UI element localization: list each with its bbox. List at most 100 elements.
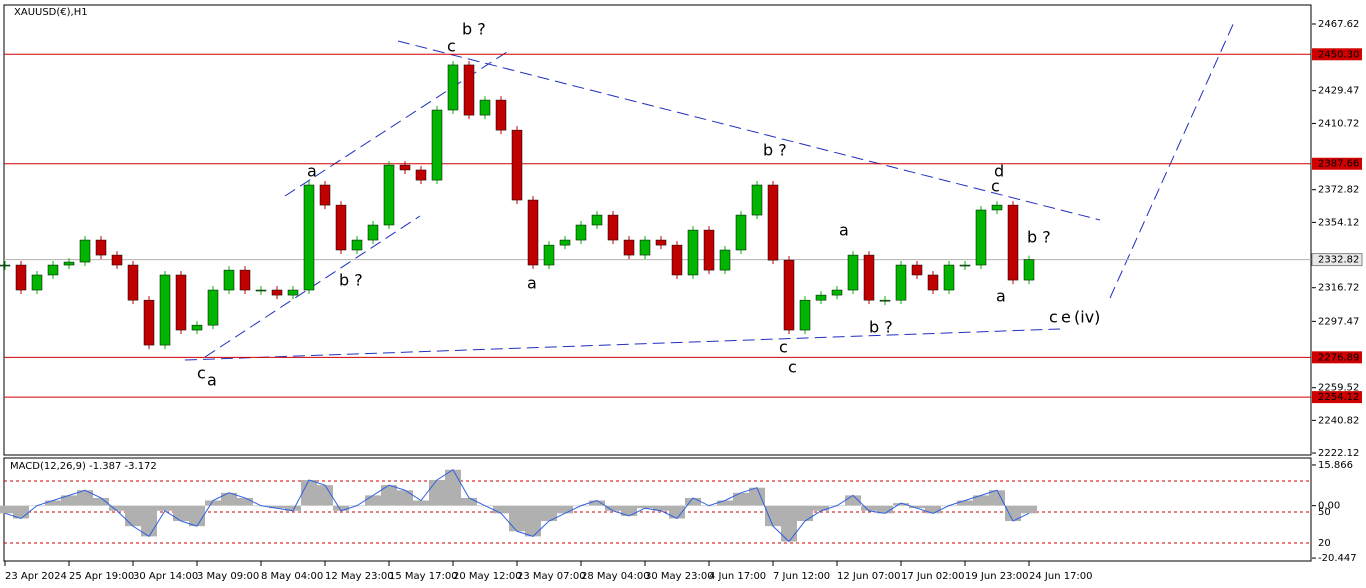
- candle: [47, 264, 59, 276]
- candle: [271, 289, 283, 296]
- macd-bar: [205, 500, 221, 506]
- candle: [623, 239, 635, 256]
- macd-bar: [493, 505, 509, 514]
- level-label: 2254.12: [1318, 392, 1359, 403]
- trendline: [397, 40, 1101, 221]
- macd-bar: [125, 505, 141, 527]
- y-tick-label: 2222.12: [1318, 448, 1359, 459]
- level-label: 20: [1318, 538, 1331, 549]
- x-tick-label: 23 May 07:00: [517, 571, 586, 582]
- macd-title: MACD(12,26,9) -1.387 -3.172: [10, 461, 157, 472]
- candle: [191, 324, 203, 331]
- level-box: [1312, 351, 1362, 364]
- candle: [351, 239, 363, 251]
- y-tick-label: 2316.72: [1318, 283, 1359, 294]
- macd-bar: [525, 505, 541, 537]
- candle: [975, 209, 987, 266]
- candle: [991, 204, 1003, 211]
- wave-label: c: [1049, 308, 1058, 327]
- candle: [223, 269, 235, 291]
- y-tick-label: 2240.82: [1318, 415, 1359, 426]
- candle: [95, 239, 107, 256]
- macd-bar: [797, 505, 813, 522]
- macd-bar: [93, 497, 109, 506]
- macd-bar: [173, 505, 189, 522]
- macd-y-tick-label: 0.00: [1318, 501, 1340, 512]
- macd-bar: [109, 505, 125, 511]
- x-tick-label: 3 May 09:00: [197, 571, 259, 582]
- macd-line: [4, 469, 1030, 543]
- symbol-title: XAUUSD(€),H1: [14, 7, 88, 18]
- macd-bar: [589, 500, 605, 506]
- x-tick-label: 17 Jun 02:00: [901, 571, 965, 582]
- candle: [911, 264, 923, 276]
- x-tick-label: 4 Jun 17:00: [709, 571, 766, 582]
- macd-bar: [781, 505, 797, 542]
- wave-label: d: [994, 162, 1004, 181]
- macd-bar: [685, 497, 701, 506]
- candle: [1007, 204, 1019, 281]
- macd-bar: [285, 505, 301, 511]
- y-tick-label: 2410.72: [1318, 118, 1359, 129]
- y-tick-label: 2297.47: [1318, 316, 1359, 327]
- y-tick-label: 2467.62: [1318, 19, 1359, 30]
- candle: [1023, 259, 1035, 281]
- candle: [63, 261, 75, 266]
- candle: [239, 269, 251, 291]
- candle: [927, 274, 939, 291]
- macd-bar: [141, 505, 157, 537]
- x-tick-label: 19 Jun 23:00: [965, 571, 1029, 582]
- macd-bar: [1005, 505, 1021, 522]
- candle: [543, 244, 555, 266]
- candle: [879, 299, 891, 302]
- candle: [591, 214, 603, 226]
- candle: [287, 289, 299, 296]
- candle: [0, 264, 11, 267]
- macd-bar: [557, 505, 573, 514]
- macd-y-tick-label: -20.447: [1318, 553, 1357, 564]
- macd-bar: [413, 500, 429, 506]
- wave-label: a: [996, 287, 1006, 306]
- macd-bar: [333, 505, 349, 511]
- x-tick-label: 23 Apr 2024: [5, 571, 67, 582]
- candle: [15, 264, 27, 291]
- candle: [959, 264, 971, 267]
- candle: [815, 294, 827, 301]
- macd-bar: [77, 490, 93, 506]
- x-tick-label: 25 Apr 19:00: [69, 571, 134, 582]
- x-tick-label: 15 May 17:00: [389, 571, 458, 582]
- level-label: 2450.30: [1318, 49, 1359, 60]
- candle: [559, 239, 571, 246]
- candle: [399, 164, 411, 171]
- y-tick-label: 2429.47: [1318, 86, 1359, 97]
- x-tick-label: 12 Jun 07:00: [837, 571, 901, 582]
- projection-line: [1109, 19, 1236, 299]
- wave-label: a: [839, 221, 849, 240]
- level-box: [1312, 48, 1362, 61]
- candle: [415, 169, 427, 181]
- wave-label: a: [527, 274, 537, 293]
- macd-bar: [909, 505, 925, 509]
- macd-bar: [237, 497, 253, 506]
- candle: [671, 244, 683, 276]
- candle: [703, 229, 715, 271]
- x-tick-label: 30 May 23:00: [645, 571, 714, 582]
- level-box: [1312, 157, 1362, 170]
- wave-label: (iv): [1074, 308, 1100, 327]
- macd-bar: [717, 500, 733, 506]
- candle: [495, 99, 507, 131]
- candle: [111, 254, 123, 266]
- macd-bar: [381, 485, 397, 506]
- wave-labels: b ? c a b ? a c a b ? a c c b ? d c b ? …: [197, 20, 1100, 390]
- x-tick-label: 24 Jun 17:00: [1029, 571, 1093, 582]
- candle: [655, 239, 667, 246]
- macd-bar: [269, 505, 285, 509]
- candle: [895, 264, 907, 301]
- macd-bar: [0, 505, 13, 514]
- level-box: [1312, 391, 1362, 404]
- wave-label: e: [1061, 308, 1071, 327]
- candle: [431, 109, 443, 181]
- macd-bar: [301, 480, 317, 506]
- candle: [575, 224, 587, 241]
